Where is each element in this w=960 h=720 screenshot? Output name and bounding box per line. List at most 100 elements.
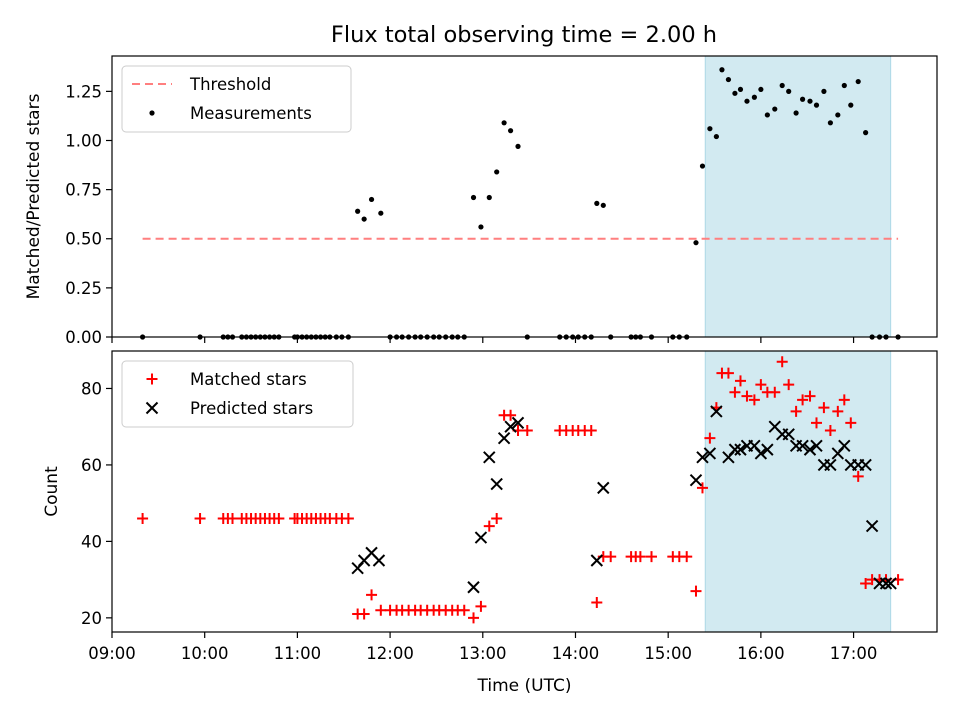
measurement-point <box>799 96 806 102</box>
y-tick-label: 0.25 <box>65 279 102 298</box>
predicted-star-point <box>838 439 851 453</box>
x-tick-label: 10:00 <box>181 644 229 663</box>
matched-star-point <box>273 512 285 524</box>
ratio-y-label: Matched/Predicted stars <box>24 93 44 299</box>
matched-star-point <box>783 379 795 391</box>
y-tick-label: 60 <box>81 456 102 475</box>
measurement-point <box>594 200 600 206</box>
y-tick-label: 1.25 <box>65 82 102 101</box>
legend-box <box>121 65 352 133</box>
measurement-point <box>378 210 384 216</box>
matched-star-point <box>696 482 708 494</box>
measurement-point <box>732 90 738 96</box>
measurement-point <box>813 102 820 108</box>
predicted-star-point <box>703 447 717 460</box>
matched-star-point <box>860 577 872 589</box>
measurement-point <box>501 120 507 126</box>
matched-star-point <box>824 425 836 437</box>
x-tick-label: 16:00 <box>737 644 785 663</box>
measurement-point <box>835 112 841 118</box>
measurement-point <box>713 133 719 140</box>
ratio-x-ticks <box>111 337 855 343</box>
predicted-star-point <box>590 554 604 567</box>
matched-star-point <box>137 512 149 524</box>
predicted-star-point <box>728 443 742 456</box>
predicted-star-point <box>511 416 525 430</box>
matched-star-point <box>227 512 239 524</box>
predicted-star-point <box>483 451 496 464</box>
matched-star-point <box>832 405 844 417</box>
legend-label: Threshold <box>189 75 271 94</box>
count-legend: Matched stars Predicted stars <box>121 360 354 428</box>
measurement-point <box>744 98 750 104</box>
predicted-star-point <box>884 577 897 590</box>
predicted-star-point <box>879 577 893 590</box>
predicted-star-point <box>490 477 503 491</box>
matched-star-point <box>645 551 657 563</box>
measurement-point <box>841 82 847 89</box>
predicted-star-point <box>597 481 610 495</box>
predicted-star-point <box>810 439 823 453</box>
matched-star-point <box>818 402 830 414</box>
legend-box <box>121 360 354 428</box>
matched-star-point <box>845 417 857 429</box>
measurement-point <box>793 110 799 116</box>
x-tick-label: 17:00 <box>830 644 878 663</box>
predicted-star-point <box>372 554 386 567</box>
matched-star-point <box>366 589 378 601</box>
ratio-y-ticks: 0.00 0.25 0.50 0.75 1.00 1.25 <box>65 82 112 347</box>
x-tick-label: 13:00 <box>459 644 507 663</box>
measurement-point <box>821 88 827 94</box>
measurement-point <box>807 98 813 104</box>
y-tick-label: 40 <box>81 532 102 551</box>
matched-star-point <box>741 390 753 402</box>
measurement-point <box>827 120 833 126</box>
measurement-point <box>855 78 861 85</box>
matched-star-point <box>852 470 864 482</box>
matched-star-point <box>634 551 646 563</box>
count-y-ticks: 20 40 60 80 <box>81 379 112 628</box>
x-tick-label: 14:00 <box>552 644 600 663</box>
predicted-star-point <box>761 443 774 456</box>
predicted-star-point <box>497 431 511 445</box>
ratio-axes-frame <box>111 55 938 338</box>
predicted-star-point <box>803 443 817 456</box>
x-tick-label: 09:00 <box>88 644 136 663</box>
matched-star-point <box>194 512 206 524</box>
matched-star-point <box>342 512 354 524</box>
matched-star-point <box>491 512 503 524</box>
measurement-point <box>719 67 725 73</box>
count-y-label: Count <box>42 466 62 517</box>
count-x-ticks: 09:00 10:00 11:00 12:00 13:00 14:00 15:00 16:00… <box>88 632 877 663</box>
measurement-point <box>478 224 484 230</box>
count-x-label: Time (UTC) <box>477 676 572 696</box>
measurement-point <box>863 130 869 136</box>
matched-star-point <box>776 356 788 368</box>
matched-star-point <box>475 600 487 612</box>
ratio-legend: Threshold Measurements <box>121 65 352 133</box>
matched-star-point <box>591 597 603 609</box>
measurement-point <box>751 94 757 100</box>
matched-star-point <box>468 612 480 624</box>
matched-star-point <box>797 394 809 406</box>
measurement-point <box>368 196 375 203</box>
matched-star-point <box>505 409 517 421</box>
matched-star-point <box>585 425 597 437</box>
matched-star-point <box>704 432 716 444</box>
measurement-point <box>355 208 361 214</box>
highlight-span <box>704 55 892 338</box>
x-tick-label: 11:00 <box>274 644 322 663</box>
measurement-point <box>848 102 854 108</box>
measurement-point <box>507 128 514 134</box>
y-tick-label: 1.00 <box>65 131 102 150</box>
measurement-point <box>699 163 706 169</box>
measurement-point <box>758 86 764 93</box>
matched-star-point <box>722 367 734 379</box>
measurement-point <box>494 169 500 175</box>
legend-label: Predicted stars <box>190 399 313 418</box>
count-panel: 20 40 60 80 09:00 10:00 11:00 12:00 13:00 14:00 1… <box>42 350 938 696</box>
legend-predicted-marker <box>145 401 159 415</box>
measurement-point <box>515 143 521 149</box>
matched-star-point <box>358 608 370 620</box>
